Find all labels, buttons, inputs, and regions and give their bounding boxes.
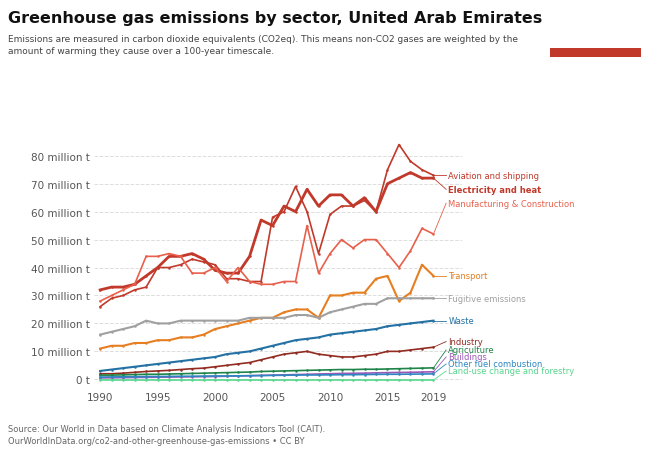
Text: in Data: in Data bbox=[577, 31, 614, 40]
FancyBboxPatch shape bbox=[550, 49, 641, 57]
Text: Land-use change and forestry: Land-use change and forestry bbox=[449, 367, 575, 375]
Text: Other fuel combustion: Other fuel combustion bbox=[449, 360, 543, 369]
Text: Agriculture: Agriculture bbox=[449, 346, 495, 355]
Text: Industry: Industry bbox=[449, 337, 483, 347]
Text: Source: Our World in Data based on Climate Analysis Indicators Tool (CAIT).
OurW: Source: Our World in Data based on Clima… bbox=[8, 425, 326, 445]
Text: Aviation and shipping: Aviation and shipping bbox=[449, 171, 540, 180]
Text: Waste: Waste bbox=[449, 316, 474, 325]
Text: Transport: Transport bbox=[449, 272, 488, 281]
Text: Greenhouse gas emissions by sector, United Arab Emirates: Greenhouse gas emissions by sector, Unit… bbox=[8, 11, 543, 27]
Text: Manufacturing & Construction: Manufacturing & Construction bbox=[449, 199, 575, 208]
Text: Buildings: Buildings bbox=[449, 353, 488, 362]
Text: Fugitive emissions: Fugitive emissions bbox=[449, 294, 526, 303]
Text: Emissions are measured in carbon dioxide equivalents (CO2eq). This means non-CO2: Emissions are measured in carbon dioxide… bbox=[8, 34, 518, 56]
Text: Our World: Our World bbox=[570, 18, 622, 27]
Text: Electricity and heat: Electricity and heat bbox=[449, 185, 542, 194]
